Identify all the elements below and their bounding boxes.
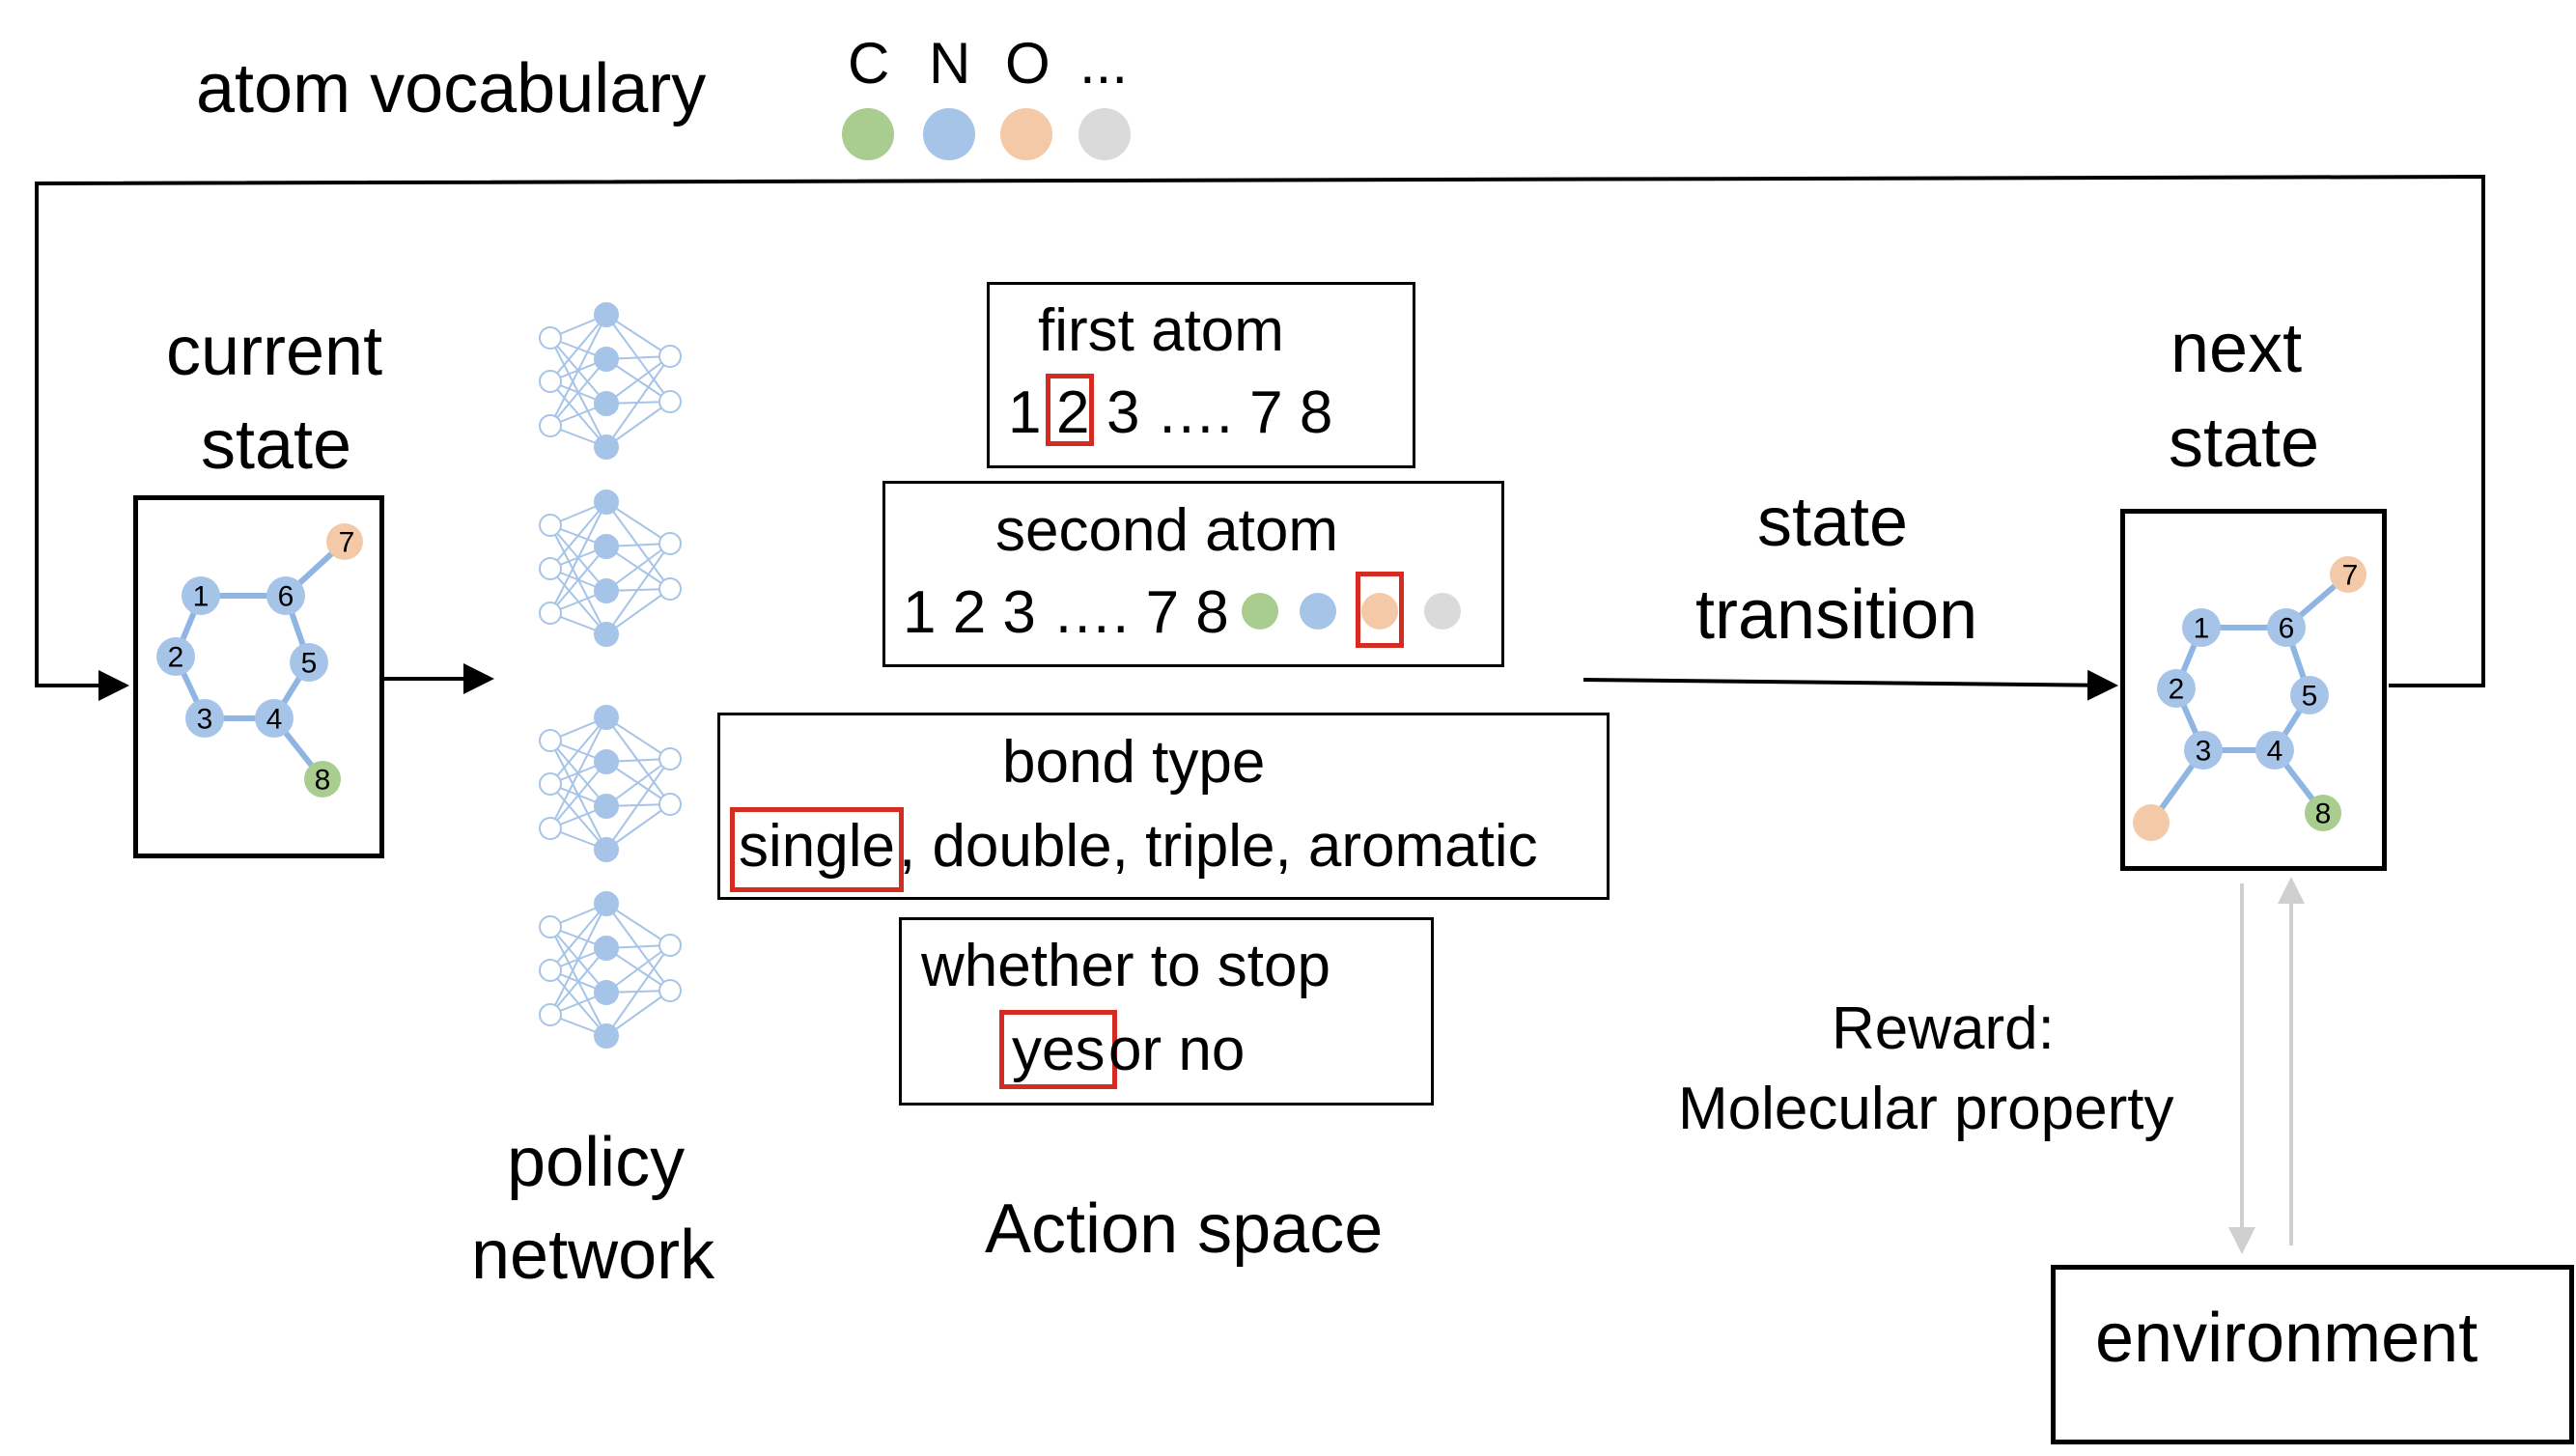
atom-node xyxy=(2290,676,2329,714)
stop-other-option: or no xyxy=(1108,1017,1246,1083)
atom-node xyxy=(326,523,363,560)
atom-label: 3 xyxy=(197,704,213,736)
vocab-symbol-n: N xyxy=(929,31,971,96)
action-space-label: Action space xyxy=(985,1190,1384,1268)
state-transition-arrow xyxy=(1582,669,2118,701)
neural-network-icon xyxy=(539,302,682,460)
first-atom-title: first atom xyxy=(1038,297,1284,364)
atom-label: 2 xyxy=(2169,674,2185,706)
bond-type-selection-highlight xyxy=(730,807,904,892)
stop-title: whether to stop xyxy=(921,933,1330,999)
vocab-nitrogen-dot xyxy=(923,108,975,160)
bond-type-selected: single xyxy=(739,813,895,880)
next-state-title-line2: state xyxy=(2169,405,2320,482)
vocab-other-dot xyxy=(1078,108,1131,160)
atom-node xyxy=(2255,731,2294,770)
atom-label: 3 xyxy=(2196,736,2212,768)
first-atom-other-indices: 3 …. 7 8 xyxy=(1106,379,1333,446)
atom-label: 8 xyxy=(2315,798,2332,830)
atom-label: 7 xyxy=(2342,560,2359,592)
atom-label: 2 xyxy=(168,642,184,674)
current-state-atoms xyxy=(156,523,363,798)
atom-label: 6 xyxy=(278,581,294,613)
atom-label: 6 xyxy=(2279,613,2295,645)
atom-node xyxy=(266,576,305,615)
vocab-symbol-ellipsis: ... xyxy=(1079,31,1129,96)
atom-label: 5 xyxy=(2302,681,2318,713)
state-transition-line2: transition xyxy=(1695,576,1978,654)
current-state-title-line1: current xyxy=(166,313,383,390)
atom-label: 4 xyxy=(2267,736,2283,768)
atom-node xyxy=(156,637,195,676)
atom-label: 5 xyxy=(301,648,318,680)
second-atom-other-option xyxy=(1424,593,1461,630)
next-state-title-line1: next xyxy=(2170,310,2303,387)
stop-selection-highlight xyxy=(999,1010,1117,1089)
bond-type-box xyxy=(717,713,1610,900)
vocab-symbol-o: O xyxy=(1005,31,1050,96)
bond-type-title: bond type xyxy=(1002,729,1266,796)
atom-node xyxy=(2184,731,2223,770)
state-transition-line1: state xyxy=(1757,484,1909,561)
feedback-loop-line xyxy=(35,174,2485,701)
policy-label-line2: network xyxy=(471,1217,715,1294)
stop-selected: yes xyxy=(1012,1017,1106,1083)
atom-node xyxy=(2330,556,2366,593)
atom-label: 4 xyxy=(266,704,283,736)
atom-vocabulary-label: atom vocabulary xyxy=(196,50,707,127)
vocab-oxygen-dot xyxy=(1000,108,1052,160)
second-atom-title: second atom xyxy=(995,497,1338,564)
bond-type-other-options: , double, triple, aromatic xyxy=(899,813,1538,880)
first-atom-selected-index: 2 xyxy=(1056,379,1090,446)
reward-label-line2: Molecular property xyxy=(1678,1076,2174,1142)
atom-node xyxy=(185,699,224,738)
policy-label-line1: policy xyxy=(507,1124,686,1201)
atom-label: 1 xyxy=(193,581,210,613)
new-oxygen-atom xyxy=(2133,804,2170,841)
reward-label-line1: Reward: xyxy=(1832,995,2055,1062)
second-atom-oxygen-option xyxy=(1361,593,1398,630)
atom-node xyxy=(182,576,220,615)
atom-label: 1 xyxy=(2194,613,2210,645)
atom-node xyxy=(255,699,294,738)
atom-node xyxy=(2157,669,2196,708)
atom-label: 8 xyxy=(315,765,331,797)
environment-label: environment xyxy=(2095,1300,2478,1377)
vocab-symbol-c: C xyxy=(848,31,890,96)
current-state-title-line2: state xyxy=(201,406,352,484)
second-atom-indices: 1 2 3 …. 7 8 xyxy=(903,579,1229,646)
environment-box xyxy=(2051,1265,2574,1444)
vocab-carbon-dot xyxy=(842,108,894,160)
first-atom-selection-highlight xyxy=(1046,374,1094,446)
first-atom-index-1: 1 xyxy=(1008,379,1042,446)
atom-node xyxy=(2267,608,2306,647)
second-atom-carbon-option xyxy=(1242,593,1278,630)
stop-box xyxy=(899,917,1434,1106)
atom-node xyxy=(304,761,341,798)
atom-label: 7 xyxy=(339,527,355,559)
second-atom-nitrogen-option xyxy=(1300,593,1336,630)
atom-node xyxy=(2305,795,2341,831)
atom-node xyxy=(2182,608,2221,647)
second-atom-selection-highlight xyxy=(1356,572,1404,648)
atom-node xyxy=(290,643,328,682)
next-state-atoms xyxy=(2133,556,2366,841)
